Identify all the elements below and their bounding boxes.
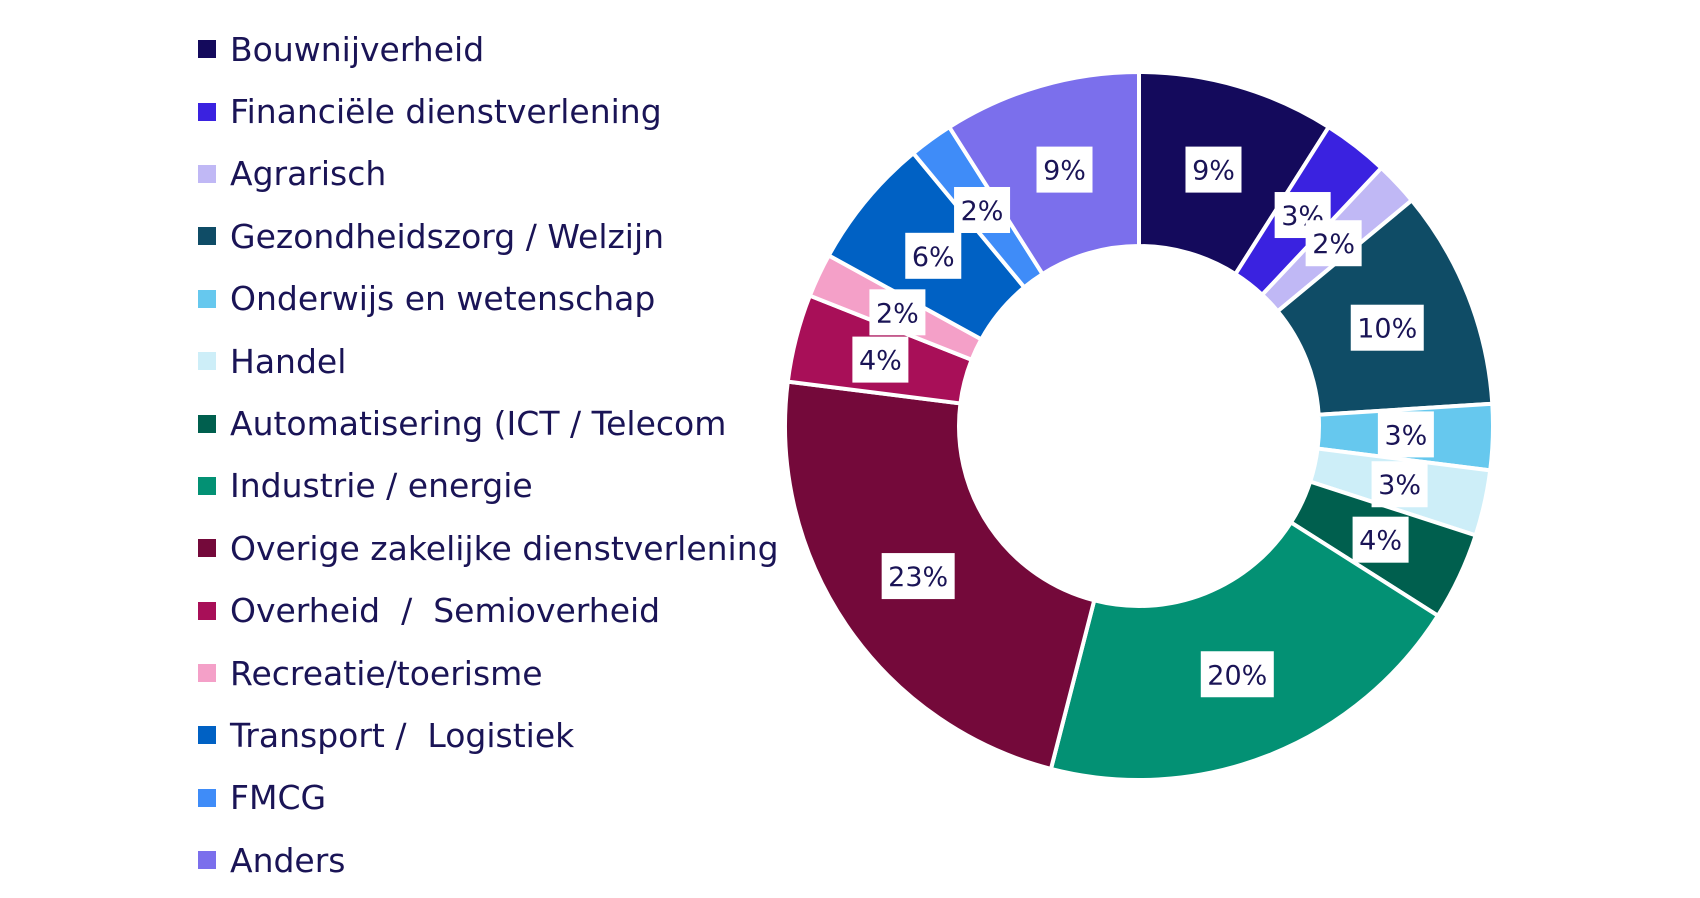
legend-swatch (198, 476, 216, 495)
data-label-text: 10% (1357, 314, 1417, 345)
legend-label: Anders (230, 840, 346, 880)
data-label: 9% (1036, 146, 1093, 193)
data-label-text: 2% (961, 196, 1004, 227)
data-label-text: 23% (888, 562, 948, 593)
legend-item: Gezondheidszorg / Welzijn (198, 205, 779, 267)
legend-item: Anders (198, 829, 779, 891)
data-label-box (1036, 146, 1093, 193)
legend-label: Handel (230, 341, 347, 381)
data-label-text: 20% (1207, 660, 1267, 691)
data-label: 2% (869, 289, 926, 336)
legend-swatch (198, 102, 216, 121)
legend-swatch (198, 40, 216, 59)
data-label-text: 3% (1384, 420, 1427, 451)
legend-label: Overheid / Semioverheid (230, 591, 661, 631)
data-label: 23% (881, 553, 955, 600)
legend-swatch (198, 414, 216, 433)
legend-label: FMCG (230, 778, 327, 818)
legend-item: Handel (198, 330, 779, 392)
legend-label: Overige zakelijke dienstverlening (230, 528, 779, 568)
data-label-text: 9% (1192, 156, 1235, 187)
legend-swatch (198, 289, 216, 308)
data-label-text: 2% (1312, 229, 1355, 260)
data-label-box (905, 232, 962, 279)
legend-label: Recreatie/toerisme (230, 653, 543, 693)
legend-item: Recreatie/toerisme (198, 642, 779, 704)
legend-item: Overheid / Semioverheid (198, 580, 779, 642)
legend-label: Gezondheidszorg / Welzijn (230, 216, 665, 256)
data-label: 3% (1371, 461, 1428, 508)
data-label-box (881, 553, 955, 600)
data-label: 4% (852, 336, 909, 383)
legend-label: Agrarisch (230, 154, 387, 194)
data-label-text: 2% (876, 298, 919, 329)
legend-swatch (198, 851, 216, 870)
data-label-box (954, 186, 1011, 233)
legend-label: Automatisering (ICT / Telecom (230, 404, 727, 444)
legend-item: Transport / Logistiek (198, 704, 779, 766)
legend-item: Industrie / energie (198, 455, 779, 517)
data-label-box (869, 289, 926, 336)
legend-label: Bouwnijverheid (230, 29, 485, 69)
data-label-box (1352, 516, 1409, 563)
legend-item: Bouwnijverheid (198, 18, 779, 80)
data-label-text: 3% (1378, 470, 1421, 501)
legend-label: Transport / Logistiek (230, 715, 575, 755)
chart-legend: Bouwnijverheid Financiële dienstverlening… (198, 18, 779, 891)
legend-swatch (198, 726, 216, 745)
legend-item: Automatisering (ICT / Telecom (198, 392, 779, 454)
legend-item: Agrarisch (198, 143, 779, 205)
legend-swatch (198, 601, 216, 620)
data-label-text: 4% (1359, 526, 1402, 557)
legend-label: Onderwijs en wetenschap (230, 279, 656, 319)
data-label: 3% (1377, 411, 1434, 458)
data-label-box (1377, 411, 1434, 458)
data-label: 4% (1352, 516, 1409, 563)
legend-item: Overige zakelijke dienstverlening (198, 517, 779, 579)
legend-label: Financiële dienstverlening (230, 92, 662, 132)
data-label-text: 4% (859, 346, 902, 377)
legend-label: Industrie / energie (230, 466, 533, 506)
legend-swatch (198, 227, 216, 246)
data-label-box (852, 336, 909, 383)
data-label-text: 6% (912, 242, 955, 273)
legend-swatch (198, 788, 216, 807)
legend-swatch (198, 539, 216, 558)
legend-swatch (198, 664, 216, 683)
data-label: 6% (905, 232, 962, 279)
legend-item: FMCG (198, 767, 779, 829)
legend-item: Onderwijs en wetenschap (198, 268, 779, 330)
donut-slice (1048, 519, 1441, 782)
data-label: 2% (954, 186, 1011, 233)
data-label: 9% (1185, 146, 1242, 193)
data-label-box (1200, 651, 1274, 698)
data-label: 20% (1200, 651, 1274, 698)
data-label-box (1350, 304, 1424, 351)
data-label-box (1305, 220, 1362, 267)
legend-item: Financiële dienstverlening (198, 80, 779, 142)
data-label-box (1185, 146, 1242, 193)
data-label: 2% (1305, 220, 1362, 267)
data-label: 10% (1350, 304, 1424, 351)
legend-swatch (198, 164, 216, 183)
data-label-box (1371, 461, 1428, 508)
legend-swatch (198, 352, 216, 371)
data-label-text: 9% (1043, 156, 1086, 187)
